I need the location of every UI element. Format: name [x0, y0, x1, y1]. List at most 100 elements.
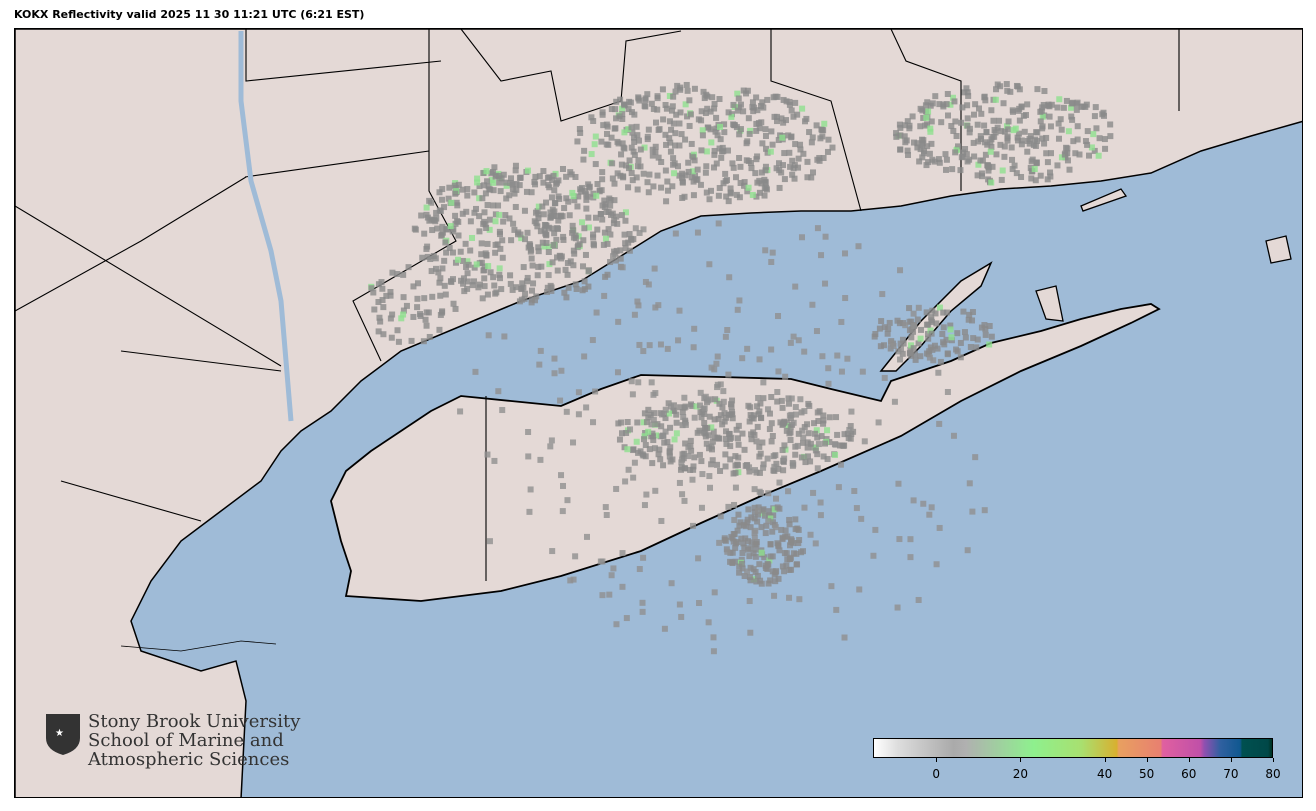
- echo-pixel: [759, 99, 766, 106]
- echo-pixel: [537, 347, 544, 354]
- echo-pixel: [602, 235, 609, 242]
- echo-pixel: [580, 156, 587, 163]
- echo-pixel: [516, 174, 523, 181]
- echo-pixel: [640, 348, 647, 355]
- echo-pixel: [684, 113, 691, 120]
- echo-pixel: [491, 164, 498, 171]
- echo-pixel: [779, 563, 786, 570]
- echo-pixel: [667, 148, 674, 155]
- echo-pixel: [625, 106, 632, 113]
- echo-pixel: [563, 408, 570, 415]
- echo-pixel: [952, 118, 959, 125]
- echo-pixel: [464, 278, 471, 285]
- echo-pixel: [445, 195, 452, 202]
- echo-pixel: [607, 231, 614, 238]
- echo-pixel: [651, 265, 658, 272]
- echo-pixel: [549, 548, 556, 555]
- echo-pixel: [790, 165, 797, 172]
- echo-pixel: [410, 313, 417, 320]
- echo-pixel: [1072, 150, 1079, 157]
- echo-pixel: [1088, 144, 1095, 151]
- echo-pixel: [580, 237, 587, 244]
- echo-pixel: [686, 122, 693, 129]
- echo-pixel: [1004, 87, 1011, 94]
- echo-pixel: [537, 456, 544, 463]
- echo-pixel: [436, 207, 443, 214]
- echo-pixel: [664, 178, 671, 185]
- echo-pixel: [677, 109, 684, 116]
- echo-pixel: [519, 280, 526, 287]
- echo-pixel: [772, 93, 779, 100]
- echo-pixel: [644, 91, 651, 98]
- echo-pixel: [690, 344, 697, 351]
- echo-pixel: [549, 225, 556, 232]
- echo-pixel: [524, 274, 531, 281]
- echo-pixel: [726, 274, 733, 281]
- echo-pixel: [919, 107, 926, 114]
- echo-pixel: [503, 182, 510, 189]
- echo-pixel: [471, 209, 478, 216]
- echo-pixel: [962, 334, 969, 341]
- echo-pixel: [792, 141, 799, 148]
- echo-pixel: [960, 308, 967, 315]
- echo-pixel: [675, 163, 682, 170]
- echo-pixel: [730, 101, 737, 108]
- echo-pixel: [706, 196, 713, 203]
- echo-pixel: [727, 190, 734, 197]
- echo-pixel: [699, 409, 706, 416]
- echo-pixel: [455, 232, 462, 239]
- echo-pixel: [922, 102, 929, 109]
- echo-pixel: [696, 402, 703, 409]
- echo-pixel: [575, 411, 582, 418]
- echo-pixel: [628, 124, 635, 131]
- echo-pixel: [532, 297, 539, 304]
- echo-pixel: [626, 165, 633, 172]
- echo-pixel: [639, 608, 646, 615]
- echo-pixel: [825, 380, 832, 387]
- echo-pixel: [991, 126, 998, 133]
- echo-pixel: [907, 536, 914, 543]
- echo-pixel: [1037, 172, 1044, 179]
- echo-pixel: [627, 99, 634, 106]
- echo-pixel: [687, 437, 694, 444]
- echo-pixel: [927, 327, 934, 334]
- echo-pixel: [611, 180, 618, 187]
- echo-pixel: [569, 222, 576, 229]
- echo-pixel: [822, 280, 829, 287]
- echo-pixel: [690, 466, 697, 473]
- echo-pixel: [930, 357, 937, 364]
- echo-pixel: [705, 432, 712, 439]
- fishers-island: [1080, 188, 1128, 212]
- colorbar-tick-mark: [1146, 758, 1148, 762]
- echo-pixel: [748, 514, 755, 521]
- echo-pixel: [513, 186, 520, 193]
- echo-pixel: [927, 128, 934, 135]
- echo-pixel: [481, 275, 488, 282]
- echo-pixel: [617, 96, 624, 103]
- echo-pixel: [796, 537, 803, 544]
- echo-pixel: [1044, 176, 1051, 183]
- echo-pixel: [716, 185, 723, 192]
- echo-pixel: [736, 194, 743, 201]
- echo-pixel: [822, 233, 829, 240]
- echo-pixel: [439, 265, 446, 272]
- echo-pixel: [635, 157, 642, 164]
- radar-map[interactable]: [14, 28, 1303, 798]
- echo-pixel: [713, 360, 720, 367]
- echo-pixel: [650, 433, 657, 440]
- echo-pixel: [745, 402, 752, 409]
- echo-pixel: [423, 204, 430, 211]
- echo-pixel: [545, 224, 552, 231]
- echo-pixel: [449, 276, 456, 283]
- echo-pixel: [608, 572, 615, 579]
- echo-pixel: [1034, 86, 1041, 93]
- echo-pixel: [433, 209, 440, 216]
- echo-pixel: [481, 283, 488, 290]
- echo-pixel: [754, 511, 761, 518]
- echo-pixel: [728, 113, 735, 120]
- echo-pixel: [623, 615, 630, 622]
- echo-pixel: [676, 307, 683, 314]
- gardiners-island: [1035, 285, 1064, 322]
- echo-pixel: [507, 272, 514, 279]
- echo-pixel: [747, 412, 754, 419]
